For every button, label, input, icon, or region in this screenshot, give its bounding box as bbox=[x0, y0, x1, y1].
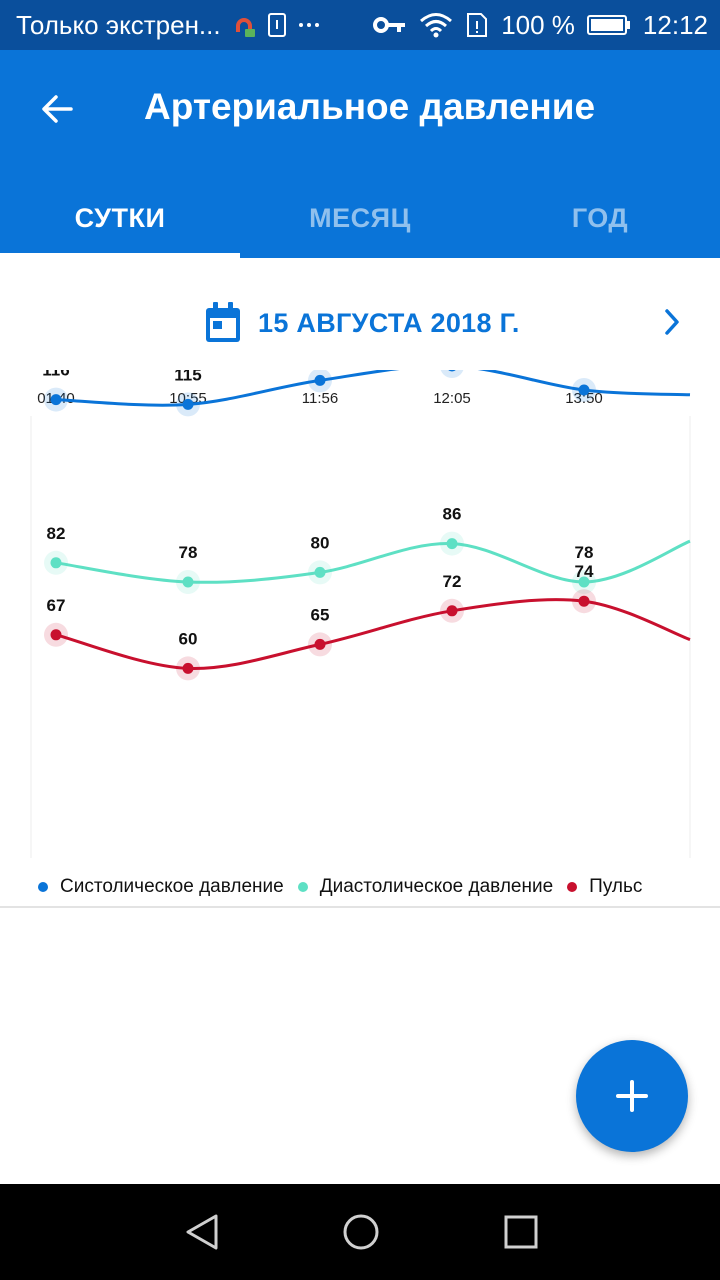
magnet-icon bbox=[231, 12, 257, 38]
tab-month-label: МЕСЯЦ bbox=[309, 202, 411, 233]
date-selector: 15 АВГУСТА 2018 Г. bbox=[0, 290, 720, 356]
more-icon bbox=[297, 20, 321, 30]
x-tick-label: 13:50 bbox=[565, 390, 603, 407]
legend-item-pulse: Пульс bbox=[567, 876, 642, 898]
data-label-pulse: 65 bbox=[311, 605, 330, 624]
data-label-diastolic: 86 bbox=[443, 505, 462, 524]
battery-text: 100 % bbox=[501, 9, 575, 40]
data-label-pulse: 72 bbox=[443, 572, 462, 591]
data-label-diastolic: 78 bbox=[575, 543, 594, 562]
data-label-diastolic: 82 bbox=[47, 524, 66, 543]
app-bar: Артериальное давление СУТКИ МЕСЯЦ ГОД bbox=[0, 50, 720, 258]
data-point-diastolic bbox=[446, 538, 458, 550]
system-nav-bar bbox=[0, 1184, 720, 1280]
data-point-pulse bbox=[314, 638, 326, 650]
tab-day-label: СУТКИ bbox=[74, 202, 166, 233]
nav-home-button[interactable] bbox=[329, 1202, 393, 1262]
data-point-diastolic bbox=[314, 566, 326, 578]
tab-year-label: ГОД bbox=[571, 202, 629, 233]
tab-day[interactable]: СУТКИ bbox=[0, 178, 240, 258]
legend-label-pulse: Пульс bbox=[589, 876, 643, 897]
legend-label-diastolic: Диастолическое давление bbox=[319, 876, 554, 897]
nav-back-button[interactable] bbox=[170, 1202, 234, 1262]
sim-data-icon bbox=[465, 12, 489, 38]
legend-item-diastolic: Диастолическое давление bbox=[297, 876, 554, 898]
calendar-icon[interactable] bbox=[204, 302, 242, 349]
legend-dot-diastolic bbox=[297, 882, 308, 892]
recents-square-icon bbox=[504, 1215, 538, 1249]
notification-text: Только экстрен... bbox=[16, 9, 221, 40]
chevron-right-icon bbox=[665, 309, 679, 335]
tab-year[interactable]: ГОД bbox=[480, 178, 720, 258]
page-title: Артериальное давление bbox=[144, 86, 596, 127]
data-point-diastolic bbox=[50, 557, 62, 569]
data-point-diastolic bbox=[182, 576, 194, 588]
back-triangle-icon bbox=[186, 1214, 218, 1250]
chart-area: 01:4010:5511:5612:0513:50116115120123118… bbox=[0, 370, 720, 910]
data-point-pulse bbox=[50, 629, 62, 641]
wifi-icon bbox=[419, 12, 453, 38]
data-point-systolic bbox=[50, 394, 62, 406]
blood-pressure-chart: 01:4010:5511:5612:0513:50116115120123118… bbox=[30, 370, 691, 858]
sim-card-icon bbox=[267, 12, 287, 38]
legend-dot-pulse bbox=[567, 882, 578, 892]
x-tick-label: 12:05 bbox=[433, 390, 471, 407]
key-icon bbox=[373, 15, 407, 35]
legend-dot-systolic bbox=[38, 882, 48, 892]
arrow-left-icon bbox=[42, 95, 73, 123]
data-point-systolic bbox=[182, 398, 194, 410]
legend-item-systolic: Систолическое давление bbox=[38, 876, 284, 898]
tab-month[interactable]: МЕСЯЦ bbox=[240, 178, 480, 258]
data-point-systolic bbox=[578, 384, 590, 396]
x-tick-label: 11:56 bbox=[302, 390, 338, 407]
data-label-pulse: 74 bbox=[575, 562, 594, 581]
tab-bar: СУТКИ МЕСЯЦ ГОД bbox=[0, 178, 720, 258]
data-point-systolic bbox=[448, 370, 456, 372]
data-label-pulse: 67 bbox=[47, 596, 66, 615]
point-halo-systolic bbox=[440, 370, 464, 378]
back-button[interactable] bbox=[22, 74, 92, 144]
data-point-diastolic bbox=[578, 576, 590, 588]
series-line-diastolic bbox=[55, 539, 691, 584]
nav-recents-button[interactable] bbox=[489, 1202, 553, 1262]
chart-legend: Систолическое давление Диастолическое да… bbox=[38, 876, 656, 898]
date-label[interactable]: 15 АВГУСТА 2018 Г. bbox=[258, 308, 520, 338]
series-line-pulse bbox=[55, 598, 691, 670]
data-point-pulse bbox=[182, 662, 194, 674]
data-label-diastolic: 78 bbox=[179, 543, 198, 562]
legend-label-systolic: Систолическое давление bbox=[60, 876, 284, 897]
data-point-systolic bbox=[314, 374, 326, 386]
add-measurement-button[interactable] bbox=[576, 1040, 688, 1152]
home-circle-icon bbox=[343, 1214, 379, 1250]
data-point-pulse bbox=[446, 605, 458, 617]
status-bar: Только экстрен... 100 % 12:12 bbox=[0, 0, 720, 50]
divider bbox=[0, 906, 720, 908]
data-label-pulse: 60 bbox=[179, 629, 198, 648]
data-point-pulse bbox=[578, 595, 590, 607]
data-label-systolic: 116 bbox=[42, 370, 69, 380]
tab-indicator bbox=[0, 253, 240, 258]
plus-icon bbox=[616, 1080, 648, 1112]
next-date-button[interactable] bbox=[650, 298, 694, 346]
battery-icon bbox=[586, 14, 631, 36]
data-label-diastolic: 80 bbox=[311, 533, 330, 552]
series-line-systolic bbox=[55, 370, 691, 407]
data-label-systolic: 115 bbox=[174, 370, 201, 384]
status-time: 12:12 bbox=[642, 9, 708, 40]
